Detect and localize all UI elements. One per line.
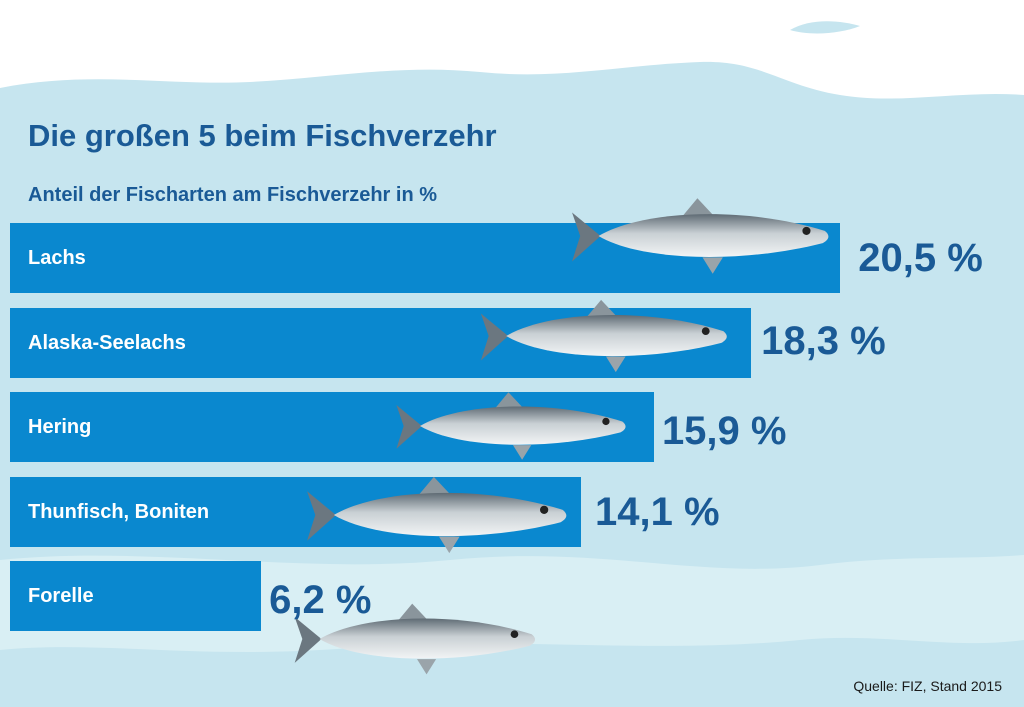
category-label: Forelle (28, 585, 94, 607)
category-label: Lachs (28, 247, 86, 269)
category-label: Hering (28, 416, 92, 438)
chart-title: Die großen 5 beim Fischverzehr (28, 118, 497, 153)
value-label: 6,2 % (269, 578, 372, 622)
bar-4 (10, 561, 262, 631)
category-label: Thunfisch, Boniten (28, 501, 210, 523)
value-label: 20,5 % (858, 236, 983, 280)
value-label: 14,1 % (595, 490, 720, 534)
category-label: Alaska-Seelachs (28, 332, 186, 354)
tuna-image (305, 460, 573, 575)
source-note: Quelle: FIZ, Stand 2015 (853, 678, 1002, 694)
herring-image (383, 385, 643, 472)
value-label: 15,9 % (661, 409, 787, 453)
chart-subtitle: Anteil der Fischarten am Fischverzehr in… (28, 184, 438, 206)
pollock-image (472, 292, 740, 385)
salmon-image (570, 190, 835, 287)
trout-image (292, 596, 542, 687)
value-label: 18,3 % (761, 319, 886, 363)
